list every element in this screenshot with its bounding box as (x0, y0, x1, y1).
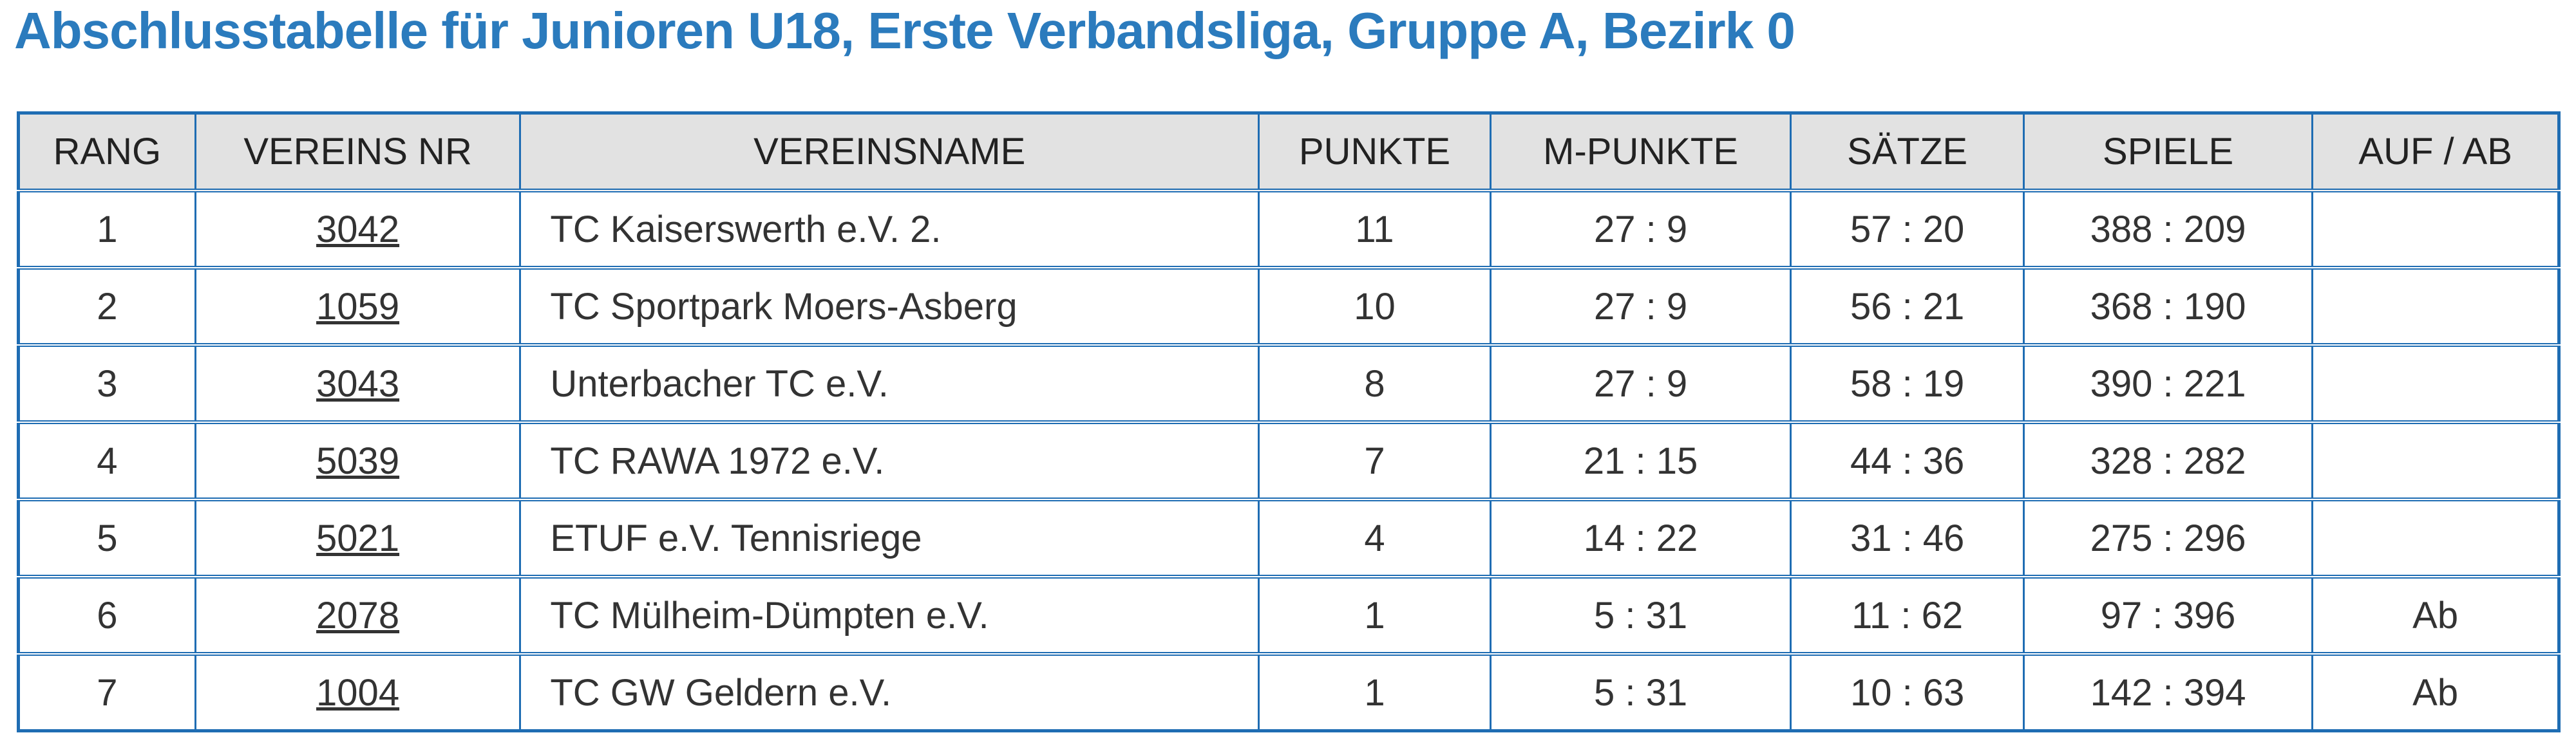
match-points-cell: 14 : 22 (1489, 497, 1792, 578)
table-row: 6 2078 TC Mülheim-Dümpten e.V. 1 5 : 31 11 : … (17, 575, 2560, 655)
games-cell: 328 : 282 (2022, 420, 2314, 501)
table-row: 3 3043 Unterbacher TC e.V. 8 27 : 9 58 : 19 39… (17, 343, 2560, 423)
promotion-relegation-cell: Ab (2311, 575, 2560, 655)
standings-table: RANG VEREINS NR VEREINSNAME PUNKTE M-PUN… (17, 111, 2561, 732)
club-number-link[interactable]: 1059 (316, 285, 400, 328)
club-number-cell: 1059 (194, 266, 522, 346)
rank-cell: 2 (17, 266, 196, 346)
table-row: 1 3042 TC Kaiserswerth e.V. 2. 11 27 : 9 57 :… (17, 189, 2560, 269)
club-name-cell: ETUF e.V. Tennisriege (519, 497, 1260, 578)
column-header-m-punkte: M-PUNKTE (1489, 112, 1792, 192)
rank-cell: 1 (17, 189, 196, 269)
club-number-link[interactable]: 1004 (316, 671, 400, 714)
points-cell: 1 (1258, 575, 1492, 655)
points-cell: 10 (1258, 266, 1492, 346)
column-header-auf-ab: AUF / AB (2311, 112, 2560, 192)
points-cell: 8 (1258, 343, 1492, 423)
club-name-cell: Unterbacher TC e.V. (519, 343, 1260, 423)
club-number-cell: 3043 (194, 343, 522, 423)
column-header-punkte: PUNKTE (1258, 112, 1492, 192)
club-number-link[interactable]: 5021 (316, 517, 400, 559)
header-row: RANG VEREINS NR VEREINSNAME PUNKTE M-PUN… (17, 112, 2560, 192)
rank-cell: 7 (17, 652, 196, 732)
promotion-relegation-cell (2311, 266, 2560, 346)
promotion-relegation-cell (2311, 343, 2560, 423)
club-name-cell: TC Kaiserswerth e.V. 2. (519, 189, 1260, 269)
promotion-relegation-cell: Ab (2311, 652, 2560, 732)
promotion-relegation-cell (2311, 420, 2560, 501)
games-cell: 368 : 190 (2022, 266, 2314, 346)
club-name-cell: TC Mülheim-Dümpten e.V. (519, 575, 1260, 655)
club-number-cell: 3042 (194, 189, 522, 269)
sets-cell: 31 : 46 (1790, 497, 2025, 578)
sets-cell: 10 : 63 (1790, 652, 2025, 732)
games-cell: 275 : 296 (2022, 497, 2314, 578)
rank-cell: 6 (17, 575, 196, 655)
points-cell: 7 (1258, 420, 1492, 501)
sets-cell: 44 : 36 (1790, 420, 2025, 501)
column-header-rang: RANG (17, 112, 196, 192)
match-points-cell: 5 : 31 (1489, 652, 1792, 732)
club-number-link[interactable]: 2078 (316, 594, 400, 637)
club-number-link[interactable]: 3042 (316, 208, 400, 250)
sets-cell: 58 : 19 (1790, 343, 2025, 423)
club-name-cell: TC Sportpark Moers-Asberg (519, 266, 1260, 346)
sets-cell: 56 : 21 (1790, 266, 2025, 346)
match-points-cell: 21 : 15 (1489, 420, 1792, 501)
column-header-spiele: SPIELE (2022, 112, 2314, 192)
sets-cell: 57 : 20 (1790, 189, 2025, 269)
games-cell: 142 : 394 (2022, 652, 2314, 732)
club-number-cell: 1004 (194, 652, 522, 732)
rank-cell: 3 (17, 343, 196, 423)
points-cell: 4 (1258, 497, 1492, 578)
club-number-cell: 5039 (194, 420, 522, 501)
column-header-vereins-nr: VEREINS NR (194, 112, 522, 192)
club-number-link[interactable]: 5039 (316, 440, 400, 482)
club-number-link[interactable]: 3043 (316, 362, 400, 405)
match-points-cell: 5 : 31 (1489, 575, 1792, 655)
rank-cell: 5 (17, 497, 196, 578)
points-cell: 11 (1258, 189, 1492, 269)
club-name-cell: TC RAWA 1972 e.V. (519, 420, 1260, 501)
promotion-relegation-cell (2311, 189, 2560, 269)
column-header-vereinsname: VEREINSNAME (519, 112, 1260, 192)
promotion-relegation-cell (2311, 497, 2560, 578)
table-row: 7 1004 TC GW Geldern e.V. 1 5 : 31 10 : 63 142… (17, 652, 2560, 732)
games-cell: 97 : 396 (2022, 575, 2314, 655)
club-number-cell: 5021 (194, 497, 522, 578)
club-name-cell: TC GW Geldern e.V. (519, 652, 1260, 732)
club-number-cell: 2078 (194, 575, 522, 655)
table-row: 4 5039 TC RAWA 1972 e.V. 7 21 : 15 44 : 36 328… (17, 420, 2560, 501)
column-header-saetze: SÄTZE (1790, 112, 2025, 192)
match-points-cell: 27 : 9 (1489, 189, 1792, 269)
points-cell: 1 (1258, 652, 1492, 732)
table-row: 2 1059 TC Sportpark Moers-Asberg 10 27 : 9 56… (17, 266, 2560, 346)
sets-cell: 11 : 62 (1790, 575, 2025, 655)
match-points-cell: 27 : 9 (1489, 266, 1792, 346)
rank-cell: 4 (17, 420, 196, 501)
games-cell: 388 : 209 (2022, 189, 2314, 269)
table-row: 5 5021 ETUF e.V. Tennisriege 4 14 : 22 31 : 4… (17, 497, 2560, 578)
page-title: Abschlusstabelle für Junioren U18, Erste… (14, 2, 1795, 59)
games-cell: 390 : 221 (2022, 343, 2314, 423)
match-points-cell: 27 : 9 (1489, 343, 1792, 423)
